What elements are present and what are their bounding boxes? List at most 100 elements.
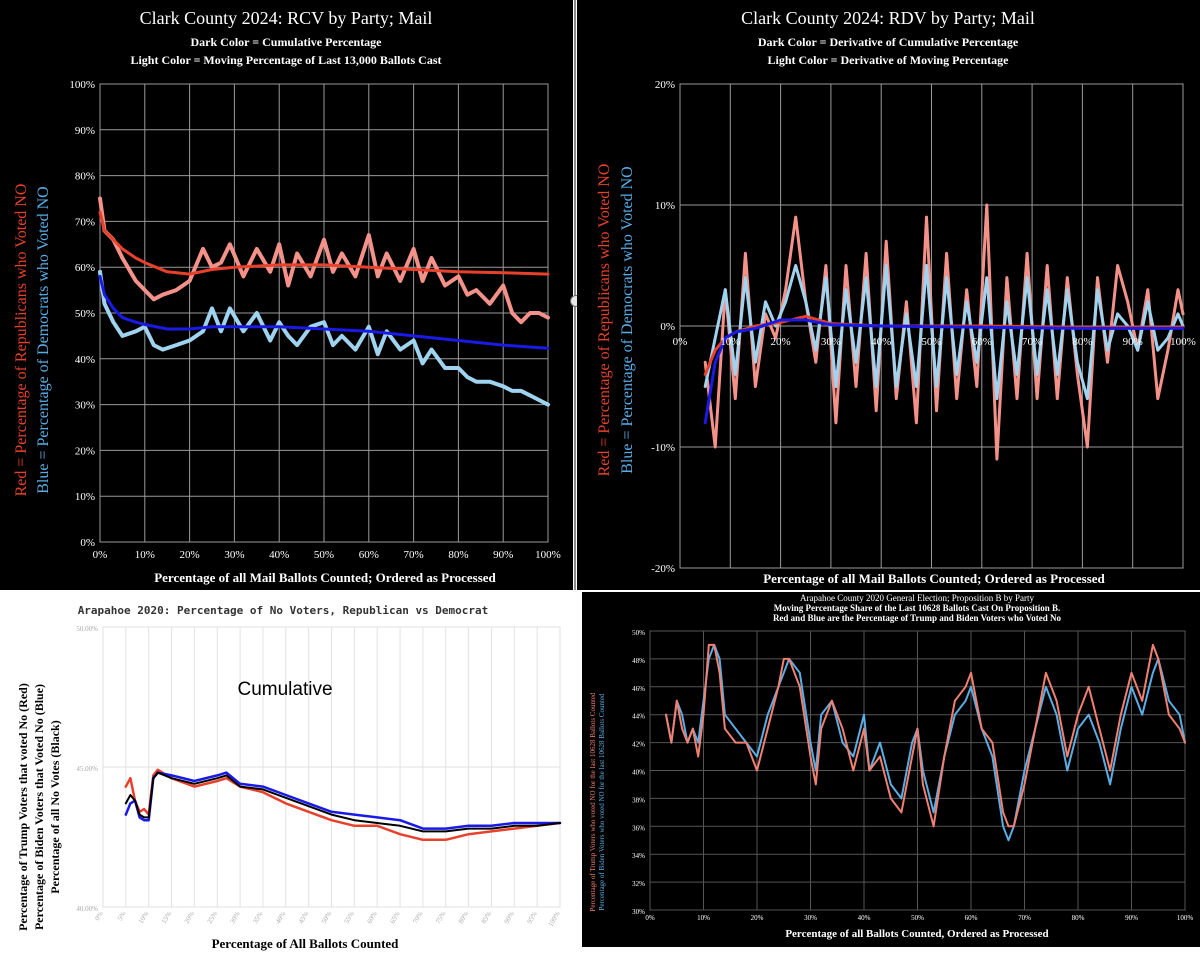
series-group [703,203,1185,461]
series-line [703,203,1185,461]
x-tick-label: 60% [366,910,379,925]
y-axis-label-red: Percentage of Trump Voters that voted No… [16,683,30,931]
tick-labels: 0% 10% 20% 30% 40% 50% 60% 70% 80% 90% 100% 30% 32% 3… [632,629,1193,922]
x-tick-label: 40% [269,549,289,561]
x-tick-label: 0% [93,910,105,922]
x-tick-label: 80% [1072,336,1092,348]
x-tick-label: 60% [359,549,379,561]
series-line [703,264,1185,401]
y-tick-label: 46% [632,685,645,693]
x-tick-label: 20% [771,336,791,348]
cumulative-annotation: Cumulative [237,679,332,700]
chart-title-3: Red and Blue are the Percentage of Trump… [773,613,1062,623]
x-tick-label: 10% [697,914,710,922]
x-tick-label: 50% [320,910,333,925]
clark-rdv-chart-panel: Clark County 2024: RDV by Party; Mail Da… [577,0,1200,590]
series-line [124,771,561,833]
x-tick-label: 30% [224,549,244,561]
x-tick-label: 20% [180,549,200,561]
x-tick-label: 20% [183,910,196,925]
y-tick-label: -20% [651,563,675,575]
x-axis-label: Percentage of all Mail Ballots Counted; … [763,571,1105,586]
x-tick-label: 10% [135,549,155,561]
series-line [665,643,1186,842]
x-tick-label: 0% [93,549,108,561]
x-tick-label: 95% [526,910,539,925]
x-tick-label: 0% [673,336,688,348]
x-tick-label: 40% [871,336,891,348]
x-tick-label: 0% [645,914,655,922]
x-tick-label: 75% [434,910,447,925]
clark-rdv-chart: Clark County 2024: RDV by Party; Mail Da… [596,8,1196,586]
chart-title-2: Moving Percentage Share of the Last 1062… [774,603,1061,613]
x-tick-label: 50% [314,549,334,561]
x-tick-label: 70% [1022,336,1042,348]
y-axis-label-red: Red = Percentage of Republicans who Vote… [596,164,613,477]
arapahoe-moving-chart: Arapahoe County 2020 General Election; P… [589,593,1193,940]
x-tick-label: 55% [343,910,356,925]
y-tick-label: 42% [632,741,645,749]
x-tick-label: 5% [116,910,128,922]
chart-subtitle-1: Dark Color = Derivative of Cumulative Pe… [758,35,1019,49]
x-tick-label: 30% [228,910,241,925]
x-tick-label: 20% [751,914,764,922]
series-line [98,269,550,407]
y-axis-label-red: Percentage of Trump Voters who voted NO … [589,692,597,912]
chart-subtitle-1: Dark Color = Cumulative Percentage [190,35,382,49]
arapahoe-moving-chart-panel: Arapahoe County 2020 General Election; P… [582,592,1200,947]
y-tick-label: 45.00% [76,765,98,773]
x-tick-label: 65% [388,910,401,925]
chart-title-1: Arapahoe County 2020 General Election; P… [800,593,1034,603]
x-tick-label: 90% [503,910,516,925]
y-axis-label-blue: Blue = Percentage of Democrats who Voted… [35,186,52,493]
y-axis-label-blue: Percentage of Biden Voters that Voted No… [32,684,46,930]
x-tick-label: 100% [1170,336,1196,348]
x-tick-label: 35% [251,910,264,925]
grid [102,626,561,908]
x-tick-label: 60% [972,336,992,348]
y-tick-label: 44% [632,713,645,721]
x-tick-label: 40% [274,910,287,925]
x-tick-label: 70% [411,910,424,925]
y-tick-label: 50% [632,629,645,637]
y-tick-label: 50% [75,308,95,320]
y-tick-label: 30% [75,400,95,412]
grid [99,83,549,543]
y-tick-label: 30% [632,908,645,916]
tick-labels: 0% 10% 20% 30% 40% 50% 60% 70% 80% 90% 100% 0% 10% 20… [69,79,561,561]
y-tick-label: 40.00% [76,905,98,913]
series-line [98,274,550,350]
series-line [98,196,550,325]
series-line [665,643,1186,828]
y-tick-label: 48% [632,657,645,665]
x-axis-label: Percentage of all Mail Ballots Counted; … [154,570,496,585]
x-tick-label: 45% [297,910,310,925]
x-tick-label: 50% [921,336,941,348]
x-tick-label: 70% [1018,914,1031,922]
chart-subtitle-2: Light Color = Moving Percentage of Last … [130,53,441,67]
y-tick-label: 90% [75,125,95,137]
x-tick-label: 90% [1125,914,1138,922]
series-line [124,768,562,842]
grid [649,630,1186,911]
x-tick-label: 100% [547,910,562,928]
x-tick-label: 80% [448,549,468,561]
chart-title: Arapahoe 2020: Percentage of No Voters, … [78,604,489,617]
tick-labels: 0% 10% 20% 30% 40% 50% 60% 70% 80% 90% 100% -20% -10… [651,79,1196,575]
y-tick-label: 50.00% [76,625,98,633]
chart-title: Clark County 2024: RCV by Party; Mail [140,8,433,28]
x-tick-label: 60% [965,914,978,922]
x-axis-label: Percentage of All Ballots Counted [212,936,400,951]
y-tick-label: 32% [632,880,645,888]
x-tick-label: 80% [1072,914,1085,922]
series-group [665,643,1186,842]
y-tick-label: 10% [655,200,675,212]
x-tick-label: 25% [206,910,219,925]
series-group [124,768,562,842]
y-tick-label: 20% [75,445,95,457]
series-line [703,318,1185,425]
y-tick-label: 70% [75,216,95,228]
y-tick-label: 0% [80,537,95,549]
y-tick-label: 20% [655,79,675,91]
series-line [98,210,550,276]
